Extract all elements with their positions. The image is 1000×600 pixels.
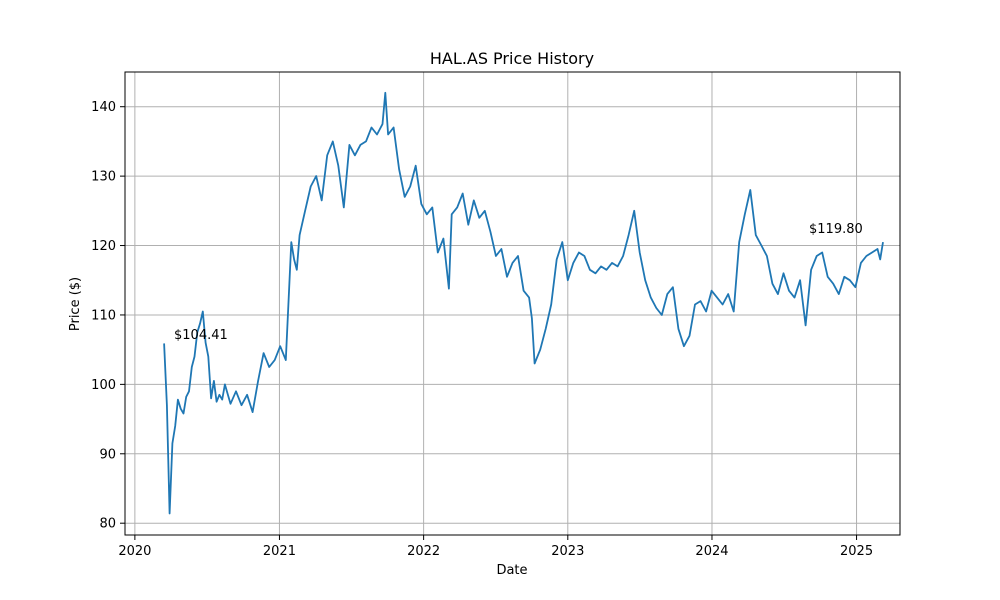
grid	[125, 72, 900, 535]
y-tick-label: 130	[91, 170, 116, 185]
y-axis-label: Price ($)	[68, 277, 83, 331]
y-tick-label: 100	[91, 378, 116, 393]
start-price-annotation: $104.41	[174, 328, 228, 343]
price-series-line	[163, 91, 884, 515]
plot-frame	[124, 71, 901, 536]
annotations: $104.41 $119.80	[174, 222, 863, 343]
axis-ticks: 2020 2021 2022 2023 2024 2025 80 90 100 110 120 130…	[91, 100, 873, 559]
y-tick-label: 110	[91, 308, 116, 323]
y-tick-label: 140	[91, 100, 116, 115]
y-tick-label: 120	[91, 239, 116, 254]
x-tick-label: 2021	[263, 544, 296, 559]
x-axis-label: Date	[496, 563, 527, 578]
y-tick-label: 80	[99, 517, 116, 532]
end-price-annotation: $119.80	[809, 222, 863, 237]
x-tick-label: 2024	[695, 544, 728, 559]
x-tick-label: 2020	[118, 544, 151, 559]
y-tick-label: 90	[99, 447, 116, 462]
x-tick-label: 2023	[551, 544, 584, 559]
x-tick-label: 2025	[840, 544, 873, 559]
x-tick-label: 2022	[407, 544, 440, 559]
series-layer	[163, 91, 884, 515]
chart-title: HAL.AS Price History	[430, 49, 594, 68]
